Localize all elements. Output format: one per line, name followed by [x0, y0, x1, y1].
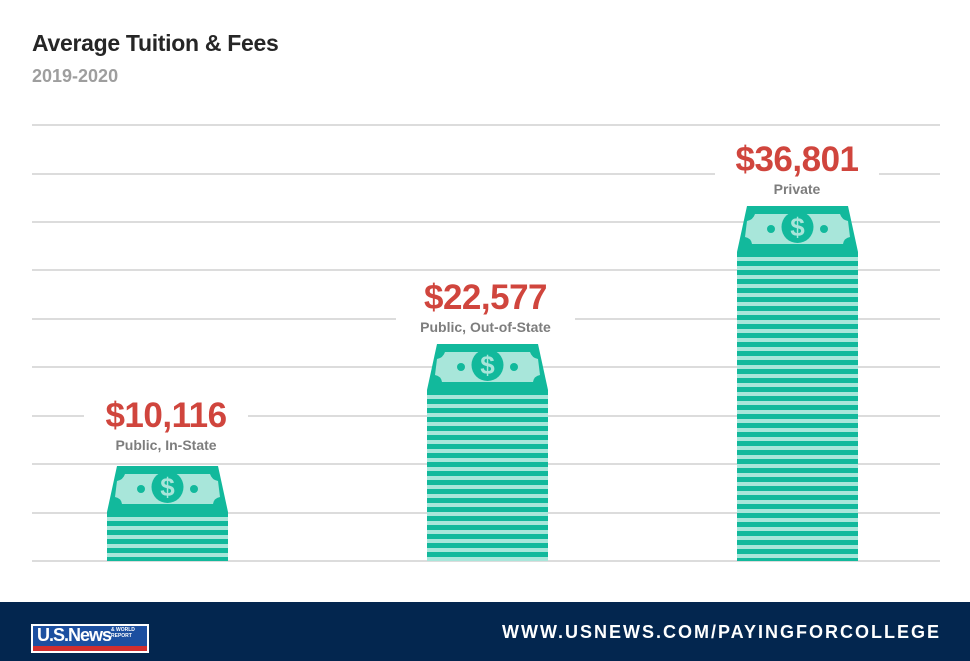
logo-blue-field — [33, 626, 147, 646]
money-stack-stripes — [427, 390, 548, 561]
svg-text:$: $ — [160, 472, 175, 502]
bar-value: $22,577 — [423, 278, 548, 317]
money-stack-public-out-of-state: $ — [427, 344, 548, 561]
logo-wordmark: U.S.News — [37, 625, 112, 645]
money-stack-public-in-state: $ — [107, 466, 228, 561]
usnews-logo[interactable]: U.S.News & WORLD REPORT — [31, 624, 149, 653]
logo-subtext: & WORLD REPORT — [111, 627, 135, 639]
gridline — [32, 269, 940, 271]
gridline — [32, 124, 940, 126]
bar-label-private: $36,801 Private — [715, 140, 879, 202]
dollar-bill-icon: $ — [737, 206, 858, 252]
gridline — [32, 221, 940, 223]
bar-label-public-in-state: $10,116 Public, In-State — [84, 396, 248, 462]
bar-label-public-out-of-state: $22,577 Public, Out-of-State — [396, 278, 575, 340]
dollar-bill-icon: $ — [107, 466, 228, 512]
chart-title: Average Tuition & Fees — [32, 30, 279, 56]
bar-category: Private — [773, 181, 821, 197]
svg-text:$: $ — [790, 212, 805, 242]
money-stack-private: $ — [737, 206, 858, 561]
logo-red-stripe — [33, 646, 147, 651]
bar-value: $36,801 — [735, 140, 859, 179]
gridline — [32, 560, 940, 562]
bar-value: $10,116 — [105, 396, 227, 435]
svg-text:$: $ — [480, 350, 495, 380]
bar-category: Public, Out-of-State — [420, 319, 551, 335]
footer-bar: U.S.News & WORLD REPORT WWW.USNEWS.COM/P… — [0, 602, 970, 661]
money-stack-stripes — [737, 252, 858, 561]
footer-url-link[interactable]: WWW.USNEWS.COM/PAYINGFORCOLLEGE — [502, 622, 941, 642]
money-stack-stripes — [107, 512, 228, 561]
bar-category: Public, In-State — [115, 437, 217, 453]
dollar-bill-icon: $ — [427, 344, 548, 390]
chart-subtitle: 2019-2020 — [32, 66, 119, 86]
gridline — [32, 173, 940, 175]
